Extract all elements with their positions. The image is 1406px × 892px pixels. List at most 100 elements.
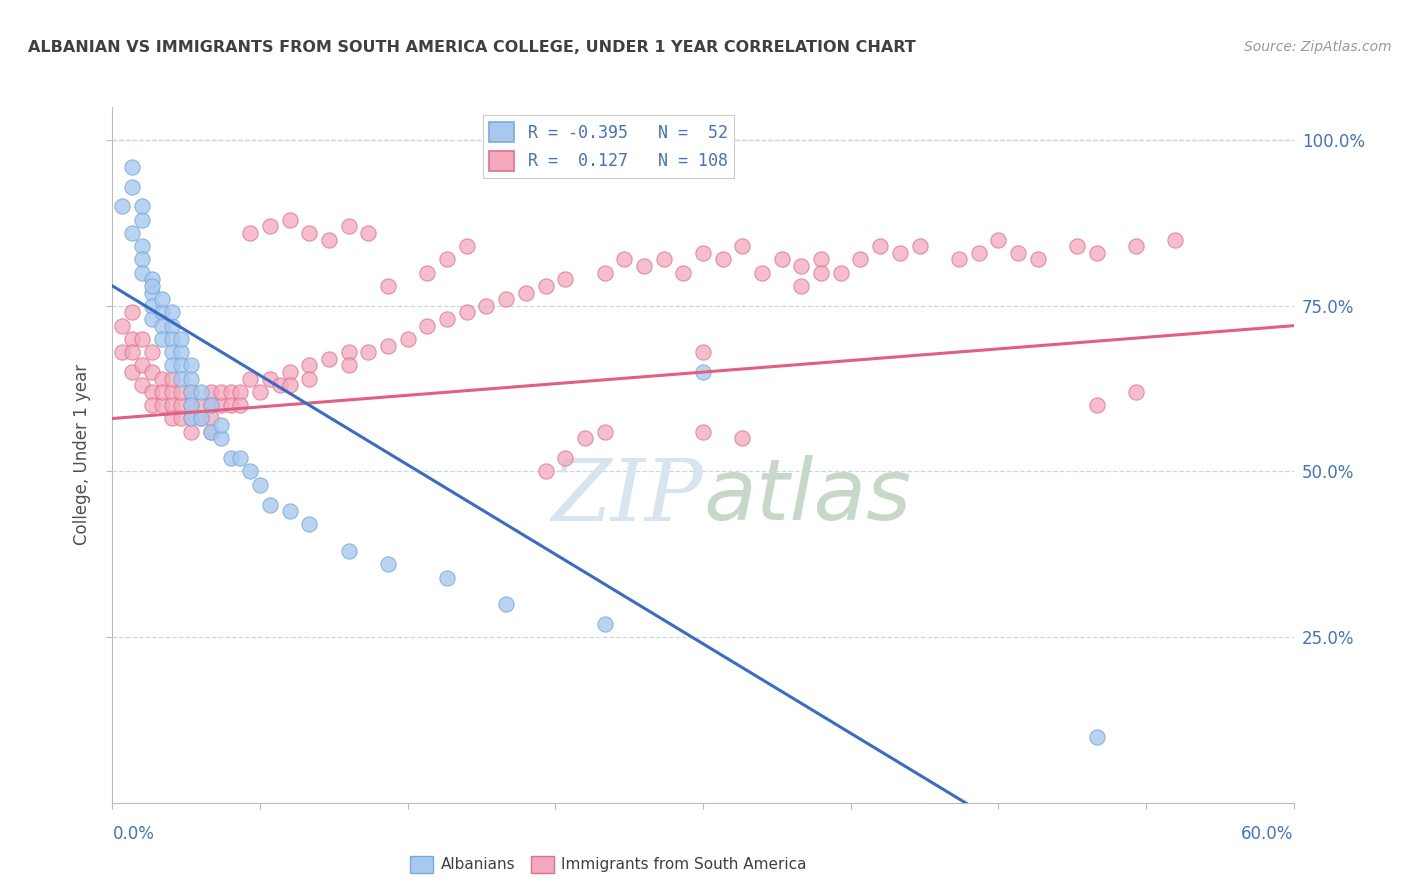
Point xyxy=(1125,239,1147,253)
Point xyxy=(396,332,419,346)
Point xyxy=(239,226,262,240)
Point xyxy=(337,359,360,373)
Point xyxy=(1125,384,1147,399)
Point xyxy=(259,219,281,234)
Point xyxy=(337,219,360,234)
Point xyxy=(298,372,321,386)
Point xyxy=(141,299,163,313)
Point xyxy=(692,245,714,260)
Point xyxy=(200,398,222,412)
Point xyxy=(692,365,714,379)
Point xyxy=(908,239,931,253)
Point xyxy=(219,451,242,466)
Point xyxy=(692,345,714,359)
Point xyxy=(259,372,281,386)
Point xyxy=(357,226,380,240)
Point xyxy=(170,332,193,346)
Point xyxy=(456,305,478,319)
Point xyxy=(141,285,163,300)
Point xyxy=(515,285,537,300)
Point xyxy=(160,305,183,319)
Point xyxy=(593,616,616,631)
Point xyxy=(131,252,153,267)
Point xyxy=(652,252,675,267)
Point xyxy=(948,252,970,267)
Point xyxy=(209,431,232,445)
Point xyxy=(1085,245,1108,260)
Legend: Albanians, Immigrants from South America: Albanians, Immigrants from South America xyxy=(404,850,813,879)
Point xyxy=(150,318,173,333)
Point xyxy=(200,425,222,439)
Point xyxy=(131,266,153,280)
Point xyxy=(170,398,193,412)
Point xyxy=(278,504,301,518)
Point xyxy=(416,318,439,333)
Point xyxy=(593,266,616,280)
Point xyxy=(131,359,153,373)
Point xyxy=(141,345,163,359)
Point xyxy=(190,411,212,425)
Point xyxy=(209,384,232,399)
Point xyxy=(298,226,321,240)
Point xyxy=(160,332,183,346)
Point xyxy=(1164,233,1187,247)
Point xyxy=(830,266,852,280)
Point xyxy=(751,266,773,280)
Point xyxy=(278,212,301,227)
Point xyxy=(534,465,557,479)
Point xyxy=(613,252,636,267)
Point xyxy=(150,292,173,306)
Point xyxy=(357,345,380,359)
Point xyxy=(121,226,143,240)
Point xyxy=(160,372,183,386)
Text: ZIP: ZIP xyxy=(551,455,703,538)
Point xyxy=(200,384,222,399)
Point xyxy=(229,398,252,412)
Point xyxy=(160,411,183,425)
Point xyxy=(141,272,163,286)
Point xyxy=(121,160,143,174)
Point xyxy=(180,411,202,425)
Point xyxy=(160,398,183,412)
Point xyxy=(229,451,252,466)
Point xyxy=(534,279,557,293)
Point xyxy=(170,411,193,425)
Point xyxy=(436,312,458,326)
Point xyxy=(790,279,813,293)
Point xyxy=(209,398,232,412)
Point xyxy=(967,245,990,260)
Point xyxy=(249,384,271,399)
Point xyxy=(180,398,202,412)
Point xyxy=(1066,239,1088,253)
Point xyxy=(554,451,576,466)
Point xyxy=(121,179,143,194)
Point xyxy=(849,252,872,267)
Point xyxy=(160,384,183,399)
Point xyxy=(574,431,596,445)
Point xyxy=(111,318,134,333)
Point xyxy=(731,239,754,253)
Point xyxy=(141,384,163,399)
Point xyxy=(111,199,134,213)
Text: atlas: atlas xyxy=(703,455,911,538)
Point xyxy=(770,252,793,267)
Point xyxy=(1007,245,1029,260)
Point xyxy=(239,465,262,479)
Point xyxy=(672,266,695,280)
Point xyxy=(278,378,301,392)
Point xyxy=(180,398,202,412)
Text: 0.0%: 0.0% xyxy=(112,825,155,843)
Point xyxy=(278,365,301,379)
Point xyxy=(475,299,498,313)
Point xyxy=(554,272,576,286)
Point xyxy=(337,544,360,558)
Point xyxy=(200,398,222,412)
Point xyxy=(889,245,911,260)
Point xyxy=(150,398,173,412)
Point xyxy=(416,266,439,280)
Point xyxy=(200,411,222,425)
Point xyxy=(1026,252,1049,267)
Point xyxy=(170,372,193,386)
Point xyxy=(141,279,163,293)
Point xyxy=(318,233,340,247)
